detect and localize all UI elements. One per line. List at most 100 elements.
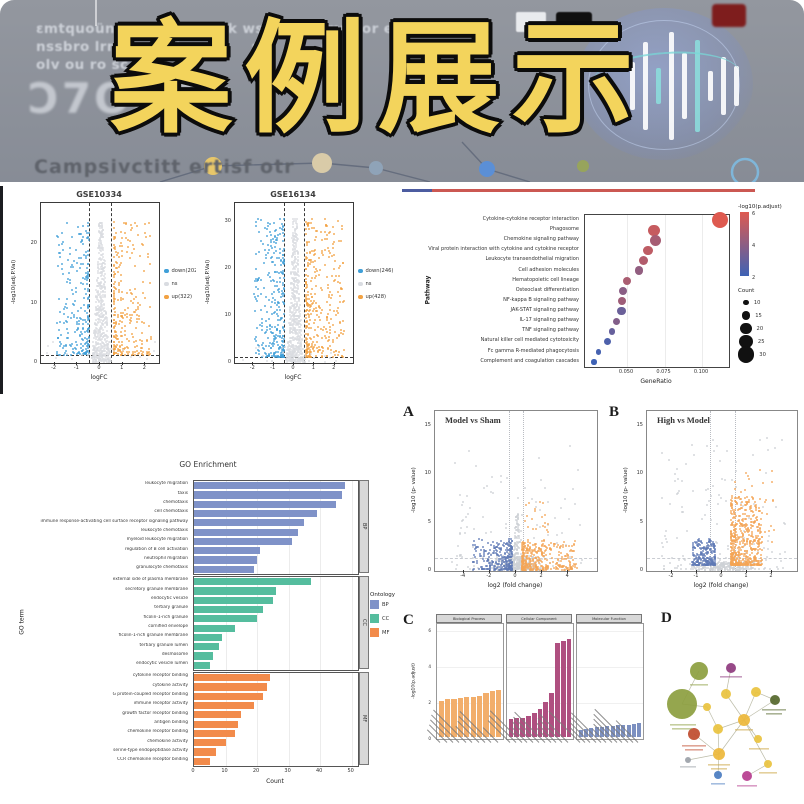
panel-letter: A	[403, 404, 414, 420]
bar	[610, 725, 615, 737]
axis-tick-label: 1	[120, 365, 124, 371]
points-layer	[235, 203, 353, 363]
term-tick-label: leukocyte chemotaxis	[141, 527, 188, 533]
threshold-line	[709, 411, 711, 571]
legend-swatch	[358, 281, 363, 287]
term-tick-label: desmosome	[161, 651, 188, 657]
panel-letter: D	[661, 610, 672, 626]
network-node	[714, 771, 722, 779]
network-node-label-smudge	[670, 724, 696, 726]
gridline	[288, 673, 290, 766]
bar	[194, 739, 226, 747]
axis-tick-label: 2	[428, 699, 431, 705]
color-gradient-bar	[740, 212, 749, 276]
axis-tick-label: 0	[719, 573, 723, 579]
gridline	[288, 481, 290, 574]
legend-item: down(202)	[164, 268, 199, 274]
gridline	[320, 673, 322, 766]
tick-mark	[462, 570, 464, 573]
axis-tick-label: 0.050	[618, 369, 634, 375]
tick-mark	[252, 362, 254, 365]
legend: down(246) ns up(428)	[358, 268, 393, 307]
bar	[194, 652, 213, 660]
y-axis-label: -log10(adj.P.Val)	[11, 259, 17, 305]
axis-tick-label: 5	[427, 518, 431, 525]
legend-swatch	[358, 294, 363, 300]
ontology-legend-item: CC	[370, 614, 395, 623]
axis-tick-label: 20	[224, 264, 231, 271]
dot	[643, 245, 653, 256]
bar	[531, 713, 537, 737]
legend: down(202) ns up(322)	[164, 268, 199, 307]
dot	[618, 297, 627, 306]
bar	[621, 724, 626, 737]
legend-swatch	[164, 294, 169, 300]
chart-title: GSE10334	[76, 190, 122, 199]
facet-strip: Molecular Function	[576, 614, 642, 623]
axis-tick-label: 15	[424, 421, 431, 428]
legend-label: up(322)	[171, 294, 193, 300]
network-node-label-smudge	[708, 764, 730, 766]
bar	[194, 661, 210, 669]
network-node	[770, 695, 780, 705]
term-tick-label: leukocyte migration	[145, 481, 188, 487]
ontology-legend-label: CC	[382, 615, 390, 622]
axis-tick-label: 50	[347, 768, 354, 774]
tick-mark	[746, 570, 747, 573]
y-axis-label: GO term	[18, 609, 26, 635]
gridline	[507, 667, 573, 669]
x-axis-label: log2 (fold change)	[693, 582, 749, 589]
gridline	[351, 673, 353, 766]
tick-mark	[488, 570, 490, 573]
axis-tick-label: 10	[30, 299, 37, 306]
dot	[595, 348, 602, 355]
figure-volcano-gse16134: GSE16134 -2 -1 0 1 2 0 10 20 30 logFC -log10(adj.P.…	[196, 186, 398, 396]
legend-label: ns	[171, 281, 178, 287]
network-edge	[718, 719, 745, 755]
size-legend-label: 10	[753, 299, 761, 306]
pathway-tick-label: JAK-STAT signaling pathway	[510, 307, 579, 314]
axis-tick-label: 0	[291, 365, 295, 371]
axis-tick-label: 20	[252, 768, 260, 774]
chart-title: Model vs Sham	[445, 415, 501, 425]
panel-letter: C	[403, 612, 414, 628]
tick-mark	[515, 570, 516, 573]
tick-mark	[313, 362, 315, 365]
bar	[194, 587, 276, 595]
size-legend-item: 15	[738, 309, 766, 322]
legend-item: up(428)	[358, 294, 393, 300]
axis-tick-label: 0.100	[693, 369, 709, 375]
bar	[194, 720, 239, 728]
bar	[566, 639, 572, 737]
facet-box	[193, 576, 359, 671]
y-axis-label: -log10 (p- value)	[623, 467, 629, 513]
figure-volcano-high-vs-model: B High vs Model -2 -1 0 1 2 0 5 10 15 log2 (fold ch…	[604, 400, 804, 600]
axis-tick-label: 0.075	[656, 369, 671, 375]
facet-strip: CC	[359, 576, 369, 669]
points-layer	[41, 203, 159, 363]
axis-tick-label: 30	[224, 217, 231, 224]
axis-tick-label: 15	[636, 421, 643, 428]
legend-label: down(246)	[365, 268, 394, 274]
axis-tick-label: 10	[224, 311, 231, 318]
network-node-label-smudge	[711, 783, 725, 785]
gridline	[577, 703, 643, 705]
term-tick-label: antigen binding	[154, 719, 188, 725]
dot	[639, 256, 648, 266]
term-tick-label: cornified envelope	[148, 623, 188, 629]
network-node-label-smudge	[682, 745, 706, 747]
bar	[483, 692, 489, 737]
tick-mark	[76, 362, 78, 365]
network-node-label-smudge	[672, 728, 692, 730]
gridline	[664, 215, 666, 367]
term-tick-label: granulocyte chemotaxis	[136, 565, 188, 571]
term-tick-label: serine-type endopeptidase activity	[113, 747, 188, 753]
gridline	[577, 667, 643, 669]
size-legend: Count 10 15 20 25 30	[737, 288, 766, 363]
bar	[444, 699, 451, 737]
term-tick-label: cytokine receptor binding	[132, 673, 188, 679]
facet-box	[193, 480, 359, 575]
axis-tick-label: 20	[30, 240, 37, 247]
gridline	[577, 631, 643, 633]
network-node-label-smudge	[711, 768, 727, 770]
